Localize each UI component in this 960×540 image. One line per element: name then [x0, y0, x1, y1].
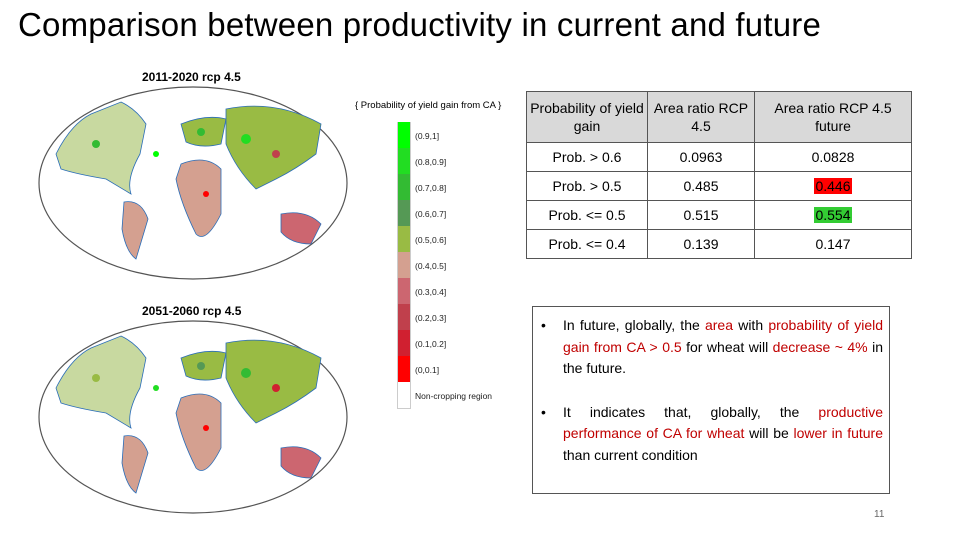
bullet-text: In future, globally, the: [563, 317, 700, 333]
legend-label: (0.5,0.6]: [415, 235, 447, 245]
highlighted-value-decrease: 0.446: [814, 178, 852, 194]
findings-textbox: • In future, globally, the area with pro…: [532, 306, 890, 494]
table-cell: 0.0963: [647, 142, 755, 172]
table-row: Prob. > 0.5 0.485 0.446: [526, 171, 912, 201]
legend-swatch: [397, 330, 411, 356]
bullet-item: • In future, globally, the area with pro…: [533, 315, 889, 380]
legend-label: (0.1,0.2]: [415, 339, 447, 349]
bullet-emphasis: productive performance of CA for wheat: [563, 403, 884, 442]
bullet-text: than current condition: [563, 446, 698, 463]
legend-label: (0.4,0.5]: [415, 261, 447, 271]
bullet-dot: •: [541, 403, 546, 420]
area-ratio-table: Probability of yield gain Area ratio RCP…: [526, 91, 912, 259]
legend-swatch: [397, 252, 411, 278]
bullet-emphasis: lower in future: [793, 425, 883, 441]
legend-swatch: [397, 148, 411, 174]
legend-label: Non-cropping region: [415, 391, 493, 401]
legend-swatch: [397, 356, 411, 382]
bullet-text: for wheat will: [686, 338, 769, 355]
bullet-emphasis: decrease ~ 4%: [772, 338, 868, 355]
legend-label: (0.2,0.3]: [415, 313, 447, 323]
legend-label: (0,0.1]: [415, 365, 440, 375]
table-cell: 0.147: [754, 229, 912, 259]
legend-label: (0.8,0.9]: [415, 157, 447, 167]
table-cell: 0.139: [647, 229, 755, 259]
table-row: Prob. <= 0.4 0.139 0.147: [526, 229, 912, 259]
world-map-image: [38, 86, 348, 280]
table-cell: Prob. <= 0.4: [526, 229, 648, 259]
map-2011-2020: 2011-2020 rcp 4.5: [36, 70, 351, 282]
legend-swatch: [397, 382, 411, 409]
legend-swatch: [397, 278, 411, 304]
table-cell: 0.0828: [754, 142, 912, 172]
map-label: 2011-2020 rcp 4.5: [142, 70, 241, 84]
table-header: Probability of yield gain: [526, 91, 648, 143]
map-2051-2060: 2051-2060 rcp 4.5: [36, 304, 351, 516]
legend-swatch: [397, 122, 411, 148]
bullet-item: • It indicates that, globally, the produ…: [533, 402, 889, 467]
legend-label: (0.3,0.4]: [415, 287, 447, 297]
table-cell: Prob. > 0.6: [526, 142, 648, 172]
legend-swatch: [397, 226, 411, 252]
table-cell: 0.515: [647, 200, 755, 230]
table-row: Prob. <= 0.5 0.515 0.554: [526, 200, 912, 230]
bullet-text: with: [738, 317, 764, 333]
bullet-dot: •: [541, 317, 546, 333]
table-header: Area ratio RCP 4.5: [647, 91, 755, 143]
bullet-emphasis: area: [704, 317, 733, 333]
legend-swatch: [397, 174, 411, 200]
table-header: Area ratio RCP 4.5 future: [754, 91, 912, 143]
legend-label: (0.6,0.7]: [415, 209, 447, 219]
bullet-emphasis: probability of yield gain from CA > 0.5: [563, 317, 883, 355]
legend-label: (0.9,1]: [415, 131, 440, 141]
table-cell: Prob. <= 0.5: [526, 200, 648, 230]
table-cell: 0.485: [647, 171, 755, 201]
legend-colorbar: [397, 122, 411, 409]
highlighted-value-increase: 0.554: [814, 207, 852, 223]
legend-label: (0.7,0.8]: [415, 183, 447, 193]
bullet-text: in the future.: [563, 338, 883, 377]
table-row: Prob. > 0.6 0.0963 0.0828: [526, 142, 912, 172]
table-cell: 0.554: [754, 200, 912, 230]
legend-swatch: [397, 304, 411, 330]
world-map-image: [38, 320, 348, 514]
map-label: 2051-2060 rcp 4.5: [142, 304, 242, 318]
table-cell: 0.446: [754, 171, 912, 201]
bullet-text: It indicates that, globally, the: [563, 403, 800, 420]
table-cell: Prob. > 0.5: [526, 171, 648, 201]
slide-title: Comparison between productivity in curre…: [18, 6, 822, 43]
bullet-text: will be: [749, 425, 789, 441]
page-number: 11: [874, 509, 885, 520]
table-header-row: Probability of yield gain Area ratio RCP…: [526, 91, 912, 143]
legend-swatch: [397, 200, 411, 226]
legend-title: { Probability of yield gain from CA }: [355, 100, 502, 111]
